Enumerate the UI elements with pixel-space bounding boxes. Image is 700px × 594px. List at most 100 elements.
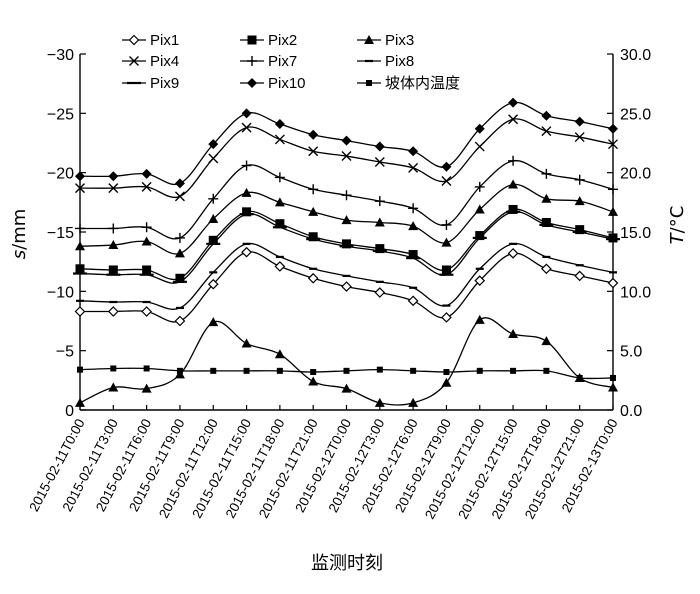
right-axis-title: T/°C <box>667 206 688 245</box>
data-point <box>508 155 519 166</box>
data-point <box>541 168 552 179</box>
legend-label: Pix7 <box>268 53 297 70</box>
legend-label: Pix4 <box>150 53 179 70</box>
legend-label: Pix10 <box>268 75 306 92</box>
left-axis-tick-label: −15 <box>47 225 74 242</box>
data-point <box>274 261 286 272</box>
data-point <box>408 203 419 214</box>
data-point <box>75 241 85 251</box>
right-axis-tick-label: 0.0 <box>620 403 642 420</box>
data-point <box>474 314 485 324</box>
series-2 <box>75 179 618 258</box>
right-axis-tick-label: 20.0 <box>620 166 651 183</box>
data-point <box>75 397 85 407</box>
data-point <box>407 295 419 307</box>
data-point <box>75 223 85 234</box>
data-point <box>374 217 385 227</box>
data-point <box>174 248 185 258</box>
series-9-right-axis <box>75 314 618 407</box>
data-point <box>275 219 285 229</box>
data-point <box>210 367 217 374</box>
data-point <box>610 374 616 381</box>
x-axis-title: 监测时刻 <box>311 553 383 574</box>
data-point <box>541 193 552 203</box>
left-axis-tick-label: 0 <box>65 403 74 420</box>
data-point <box>408 146 419 157</box>
data-point <box>341 215 352 225</box>
left-axis-title: s/mm <box>9 209 30 260</box>
data-point <box>341 383 352 393</box>
data-point <box>441 312 452 323</box>
data-point <box>508 329 519 339</box>
data-point <box>376 366 383 373</box>
data-point <box>308 232 318 242</box>
legend-marker <box>247 56 257 66</box>
data-point <box>77 366 83 373</box>
data-point <box>308 206 319 216</box>
left-axis-tick-label: −25 <box>47 106 74 123</box>
data-point <box>108 223 119 234</box>
data-point <box>374 196 385 207</box>
data-point <box>474 204 485 214</box>
legend-item: Pix3 <box>357 32 414 49</box>
legend-label: Pix9 <box>150 75 179 92</box>
data-point <box>408 221 419 231</box>
data-point <box>208 193 219 204</box>
right-axis-tick-label: 25.0 <box>620 106 651 123</box>
data-point <box>241 108 252 119</box>
data-point <box>74 306 86 317</box>
data-point <box>174 191 185 202</box>
data-point <box>174 232 185 243</box>
data-point <box>574 372 585 382</box>
data-point <box>243 367 250 374</box>
data-point <box>310 369 317 376</box>
series-1 <box>75 204 618 283</box>
data-point <box>110 365 117 372</box>
data-point <box>108 382 119 392</box>
data-point <box>408 250 418 260</box>
legend-item: Pix2 <box>240 32 297 49</box>
series-5 <box>76 242 617 310</box>
data-point <box>75 171 85 182</box>
data-point <box>608 184 618 195</box>
data-point <box>476 367 483 374</box>
right-axis-title-var: T <box>667 231 688 244</box>
legend-marker <box>128 34 140 46</box>
data-point <box>410 367 417 374</box>
series-3 <box>75 114 618 202</box>
data-point <box>174 178 185 189</box>
data-point <box>607 277 619 289</box>
data-point <box>508 114 519 125</box>
data-point <box>574 174 585 185</box>
legend-marker <box>364 35 374 44</box>
data-point <box>341 281 352 292</box>
data-point <box>608 233 618 243</box>
data-point <box>608 382 618 392</box>
series-line <box>79 118 614 199</box>
data-point <box>343 367 350 374</box>
series-8 <box>77 365 616 381</box>
legend-marker <box>129 56 139 66</box>
legend-label: Pix2 <box>268 32 297 49</box>
data-point <box>141 383 152 393</box>
data-point <box>274 349 285 359</box>
legend-item: Pix9 <box>122 75 179 92</box>
data-point <box>374 141 385 152</box>
legend-item: 坡体内温度 <box>357 75 460 92</box>
data-point <box>441 175 452 186</box>
data-point <box>508 97 519 108</box>
data-point <box>574 270 586 282</box>
data-point <box>274 197 285 207</box>
legend-item: Pix10 <box>240 75 306 92</box>
left-axis-tick-label: −10 <box>47 284 74 301</box>
data-point <box>208 213 219 223</box>
data-point <box>308 376 319 386</box>
data-point <box>141 236 152 246</box>
data-point <box>510 367 517 374</box>
data-point <box>241 122 252 133</box>
data-point <box>474 123 485 134</box>
data-point <box>307 272 319 284</box>
data-point <box>374 287 386 298</box>
legend-label: Pix1 <box>150 32 179 49</box>
